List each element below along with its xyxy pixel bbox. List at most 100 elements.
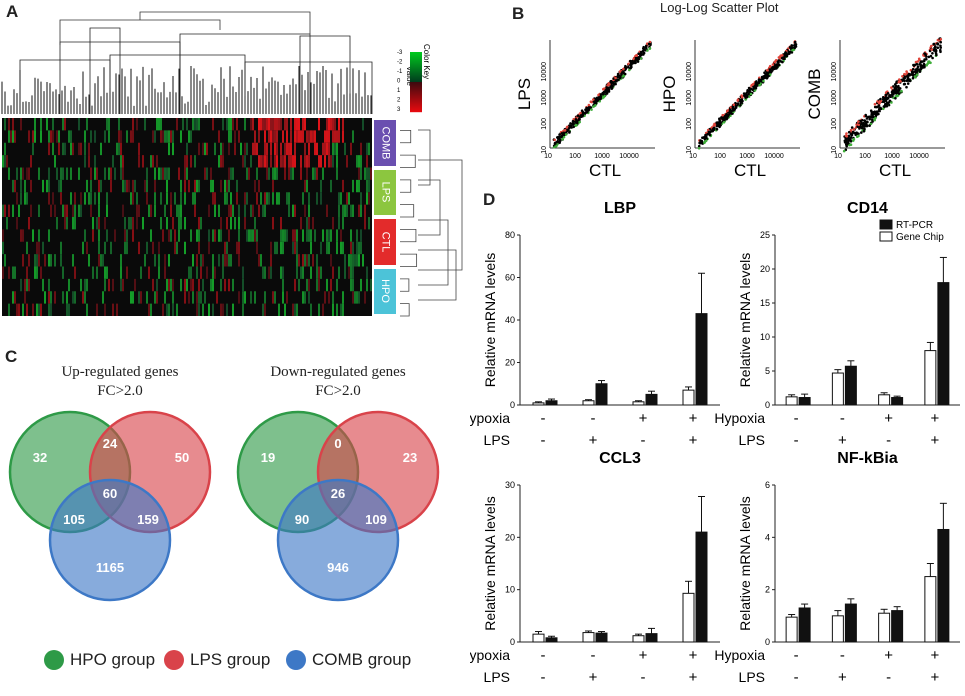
scatter-point <box>593 101 597 104</box>
heatmap-cell <box>158 254 160 267</box>
heatmap-cell <box>212 118 214 131</box>
heatmap-cell <box>86 241 88 255</box>
scatter-y-label: HPO <box>660 76 679 113</box>
scatter-point <box>707 130 711 134</box>
heatmap-cell <box>188 130 190 143</box>
heatmap-cell <box>154 179 156 193</box>
heatmap-cell <box>228 142 230 156</box>
heatmap-cell <box>20 179 22 193</box>
color-key-gradient <box>410 85 422 87</box>
heatmap-cell <box>64 217 66 230</box>
scatter-point <box>612 77 615 80</box>
heatmap-cell <box>322 303 324 316</box>
scatter-point <box>861 124 865 128</box>
heatmap-cell <box>300 130 302 143</box>
scatter-point <box>749 92 753 96</box>
heatmap-cell <box>242 291 244 304</box>
heatmap-cell <box>252 142 254 156</box>
heatmap-cell <box>48 291 50 304</box>
color-key-gradient <box>410 105 422 107</box>
heatmap-cell <box>294 303 296 316</box>
color-key-gradient <box>410 90 422 92</box>
heatmap-cell <box>42 179 44 193</box>
factor-sign: - <box>541 410 546 427</box>
heatmap-cell <box>304 291 306 304</box>
color-key-gradient <box>410 56 422 58</box>
heatmap-cell <box>250 204 252 217</box>
row-dendrogram-branch <box>418 159 463 271</box>
scatter-point <box>865 124 869 128</box>
color-key-axis-label: Value <box>405 66 414 86</box>
scatter-point <box>794 43 798 46</box>
heatmap-cell <box>138 204 140 217</box>
heatmap-cell <box>262 155 264 168</box>
scatter-point <box>754 86 758 90</box>
scatter-point <box>771 63 775 66</box>
heatmap-cell <box>120 130 122 143</box>
heatmap-cell <box>90 204 92 217</box>
scatter-point <box>584 108 587 111</box>
heatmap-cell <box>120 167 122 180</box>
heatmap-cell <box>206 167 208 180</box>
scatter-point <box>857 134 860 138</box>
heatmap-cell <box>350 241 352 255</box>
heatmap-cell <box>168 278 170 292</box>
factor-sign: + <box>884 410 893 427</box>
heatmap-cell <box>160 217 162 230</box>
heatmap-cell <box>198 291 200 304</box>
scatter-point <box>856 132 859 135</box>
scatter-point <box>884 97 888 101</box>
heatmap-cell <box>292 303 294 316</box>
heatmap-cell <box>220 179 222 193</box>
dendrogram-branch <box>299 35 351 114</box>
venn-up-title-line2: FC>2.0 <box>97 383 143 399</box>
heatmap-cell <box>342 179 344 193</box>
heatmap-cell <box>182 118 184 131</box>
heatmap-cell <box>212 278 214 292</box>
heatmap-cell <box>266 192 268 205</box>
heatmap-cell <box>132 130 134 143</box>
heatmap-cell <box>96 217 98 230</box>
scatter-x-tick: 1000 <box>884 153 900 160</box>
scatter-point <box>739 98 742 102</box>
heatmap-cell <box>166 303 168 316</box>
venn-circle-comb <box>276 478 400 602</box>
bar-rt-pcr <box>695 313 708 406</box>
scatter-point <box>781 56 784 60</box>
scatter-point <box>779 54 783 57</box>
scatter-point <box>897 92 901 95</box>
scatter-point <box>850 132 854 136</box>
heatmap-cell <box>56 217 58 230</box>
scatter-point <box>559 138 562 141</box>
color-key-gradient <box>410 74 422 76</box>
scatter-point <box>781 60 784 64</box>
heatmap-cell <box>92 229 94 242</box>
scatter-point <box>715 127 719 131</box>
heatmap-cell <box>272 179 274 193</box>
scatter-point <box>844 138 848 141</box>
scatter-point <box>861 119 864 122</box>
heatmap-cell <box>316 192 318 205</box>
heatmap-cell <box>248 229 250 242</box>
heatmap-cell <box>206 142 208 156</box>
heatmap-cell <box>190 155 192 168</box>
heatmap-cell <box>338 204 340 217</box>
heatmap-cell <box>164 254 166 267</box>
scatter-point <box>732 107 735 110</box>
heatmap-cell <box>80 192 82 205</box>
panel-label-a: A <box>6 2 19 21</box>
heatmap-cell <box>358 179 360 193</box>
heatmap-cell <box>50 204 52 217</box>
scatter-y-tick: 100 <box>831 118 838 130</box>
scatter-y-tick: 10000 <box>686 62 693 82</box>
heatmap-cell <box>146 179 148 193</box>
heatmap-cell <box>18 204 20 217</box>
heatmap-cell <box>306 130 308 143</box>
color-key-gradient <box>410 89 422 91</box>
heatmap-cell <box>258 130 260 143</box>
heatmap-cell <box>244 192 246 205</box>
heatmap-cell <box>72 204 74 217</box>
scatter-point <box>726 116 729 119</box>
row-dendrogram-branch <box>400 278 410 292</box>
heatmap-cell <box>300 266 302 279</box>
